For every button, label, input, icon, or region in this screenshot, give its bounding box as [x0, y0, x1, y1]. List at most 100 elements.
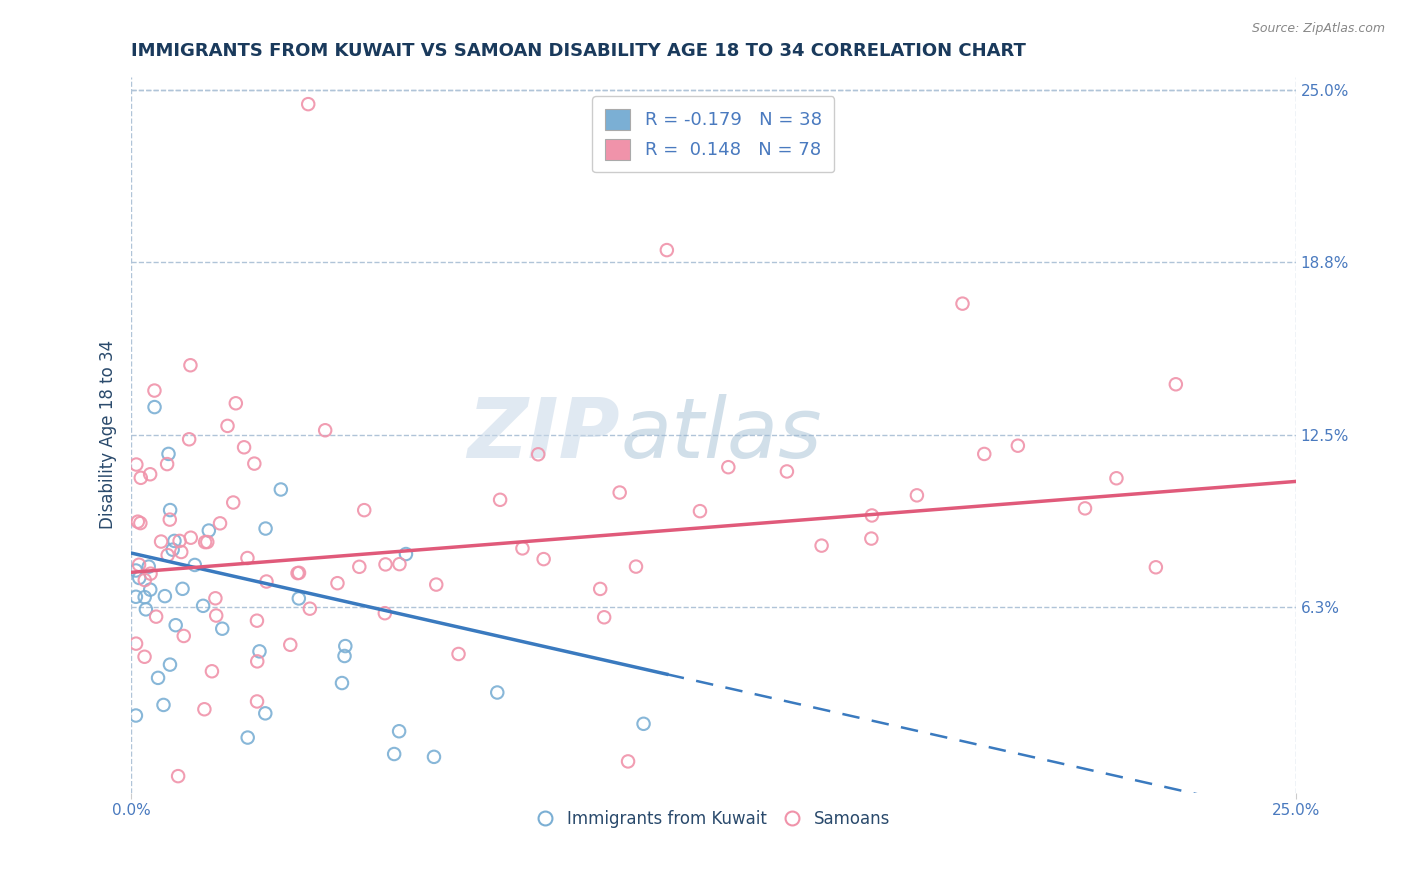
Point	[157, 447, 180, 461]
Point	[1144, 560, 1167, 574]
Point	[156, 548, 179, 562]
Point	[179, 358, 201, 372]
Point	[287, 566, 309, 581]
Point	[191, 599, 214, 613]
Point	[134, 573, 156, 587]
Point	[125, 564, 148, 578]
Text: ZIP: ZIP	[468, 394, 620, 475]
Point	[388, 557, 411, 571]
Point	[201, 665, 224, 679]
Point	[217, 418, 239, 433]
Point	[135, 602, 157, 616]
Point	[776, 465, 799, 479]
Point	[139, 582, 162, 597]
Point	[236, 731, 259, 745]
Point	[170, 545, 193, 559]
Point	[134, 649, 156, 664]
Point	[173, 629, 195, 643]
Point	[163, 533, 186, 548]
Point	[184, 558, 207, 572]
Point	[425, 577, 447, 591]
Point	[533, 552, 555, 566]
Point	[527, 447, 550, 461]
Legend: Immigrants from Kuwait, Samoans: Immigrants from Kuwait, Samoans	[530, 803, 897, 834]
Point	[447, 647, 470, 661]
Point	[194, 535, 217, 549]
Point	[246, 694, 269, 708]
Point	[374, 606, 396, 620]
Point	[159, 513, 181, 527]
Point	[905, 488, 928, 502]
Point	[593, 610, 616, 624]
Point	[270, 483, 292, 497]
Point	[125, 708, 148, 723]
Point	[129, 471, 152, 485]
Point	[388, 724, 411, 739]
Point	[172, 582, 194, 596]
Point	[1164, 377, 1187, 392]
Point	[512, 541, 534, 556]
Point	[353, 503, 375, 517]
Point	[145, 609, 167, 624]
Point	[162, 542, 184, 557]
Point	[180, 531, 202, 545]
Point	[256, 574, 278, 589]
Point	[333, 648, 356, 663]
Point	[382, 747, 405, 761]
Point	[278, 638, 301, 652]
Point	[236, 551, 259, 566]
Point	[298, 601, 321, 615]
Point	[179, 432, 201, 446]
Point	[246, 654, 269, 668]
Point	[860, 532, 883, 546]
Point	[288, 591, 311, 606]
Point	[129, 516, 152, 530]
Point	[589, 582, 612, 596]
Point	[1105, 471, 1128, 485]
Point	[125, 590, 148, 604]
Point	[205, 608, 228, 623]
Point	[153, 589, 176, 603]
Point	[1074, 501, 1097, 516]
Point	[486, 685, 509, 699]
Point	[159, 503, 181, 517]
Point	[225, 396, 247, 410]
Point	[249, 644, 271, 658]
Point	[489, 492, 512, 507]
Point	[314, 423, 336, 437]
Point	[143, 384, 166, 398]
Point	[1007, 439, 1029, 453]
Y-axis label: Disability Age 18 to 34: Disability Age 18 to 34	[100, 340, 117, 529]
Point	[156, 457, 179, 471]
Point	[689, 504, 711, 518]
Point	[125, 458, 148, 472]
Point	[152, 698, 174, 712]
Point	[159, 657, 181, 672]
Point	[139, 467, 162, 482]
Point	[349, 559, 371, 574]
Point	[139, 566, 162, 581]
Point	[146, 671, 169, 685]
Text: atlas: atlas	[620, 394, 823, 475]
Point	[609, 485, 631, 500]
Point	[233, 440, 256, 454]
Point	[374, 558, 396, 572]
Point	[246, 614, 269, 628]
Point	[297, 97, 319, 112]
Point	[288, 566, 311, 580]
Point	[423, 749, 446, 764]
Point	[204, 591, 226, 606]
Point	[128, 571, 150, 585]
Point	[330, 676, 353, 690]
Point	[125, 637, 148, 651]
Point	[254, 706, 277, 721]
Point	[633, 716, 655, 731]
Point	[169, 533, 191, 548]
Point	[335, 639, 357, 653]
Point	[952, 296, 974, 310]
Point	[165, 618, 187, 632]
Point	[617, 755, 640, 769]
Point	[193, 702, 215, 716]
Point	[167, 769, 190, 783]
Point	[138, 559, 160, 574]
